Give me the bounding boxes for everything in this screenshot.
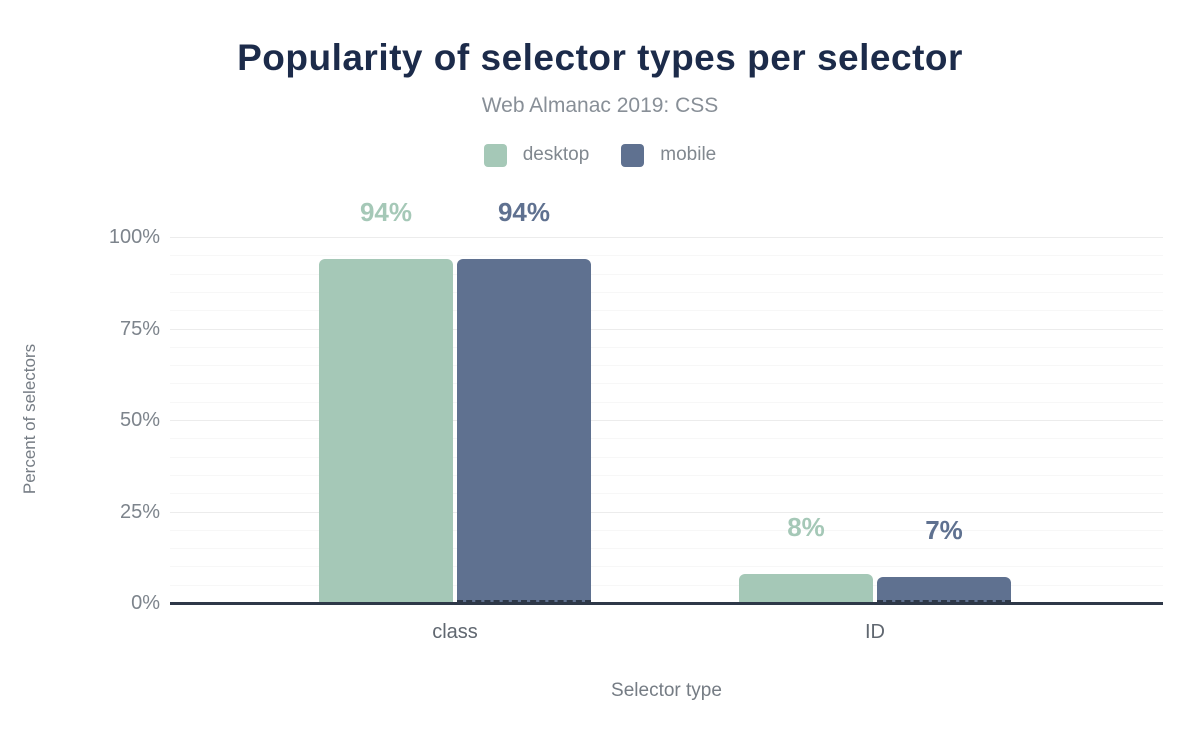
gridline-minor xyxy=(170,438,1163,440)
y-tick-label: 0% xyxy=(131,592,160,614)
legend-item-mobile[interactable]: mobile xyxy=(621,143,716,167)
legend-item-desktop[interactable]: desktop xyxy=(483,143,590,167)
gridline-minor xyxy=(170,474,1163,476)
gridline-minor xyxy=(170,548,1163,550)
legend: desktop mobile xyxy=(0,141,1200,169)
gridline-minor xyxy=(170,255,1163,257)
gridline-minor xyxy=(170,566,1163,568)
x-axis-line xyxy=(170,602,1163,605)
bar-value-label-mobile-class: 94% xyxy=(497,196,551,227)
legend-label: mobile xyxy=(660,144,717,165)
bar-mobile-ID[interactable] xyxy=(877,577,1011,603)
bar-desktop-ID[interactable] xyxy=(739,573,873,603)
y-tick-label: 100% xyxy=(108,226,160,248)
legend-swatch-mobile xyxy=(621,143,645,167)
gridline-minor xyxy=(170,529,1163,531)
bar-value-label-mobile-ID: 7% xyxy=(925,515,963,546)
y-axis-title: Percent of selectors xyxy=(20,343,39,495)
gridline-minor xyxy=(170,273,1163,275)
gridline-major xyxy=(170,237,1163,238)
gridline-minor xyxy=(170,383,1163,385)
bar-mobile-class[interactable] xyxy=(457,258,591,603)
gridline-minor xyxy=(170,456,1163,458)
bar-value-label-desktop-ID: 8% xyxy=(787,511,825,542)
gridline-major xyxy=(170,511,1163,513)
y-tick-label: 25% xyxy=(119,500,160,523)
gridline-minor xyxy=(170,584,1163,586)
legend-label: desktop xyxy=(522,144,590,165)
bar-desktop-class[interactable] xyxy=(319,258,453,603)
chart-title: Popularity of selector types per selecto… xyxy=(237,37,963,78)
y-tick-label: 75% xyxy=(119,317,160,340)
x-axis-title: Selector type xyxy=(611,680,722,701)
gridline-major xyxy=(170,328,1163,330)
gridline-minor xyxy=(170,365,1163,367)
plot-area: 94% 8% 94% 7% xyxy=(170,199,1163,603)
legend-swatch-desktop xyxy=(483,143,507,167)
chart-subtitle: Web Almanac 2019: CSS xyxy=(481,94,719,117)
gridline-minor xyxy=(170,493,1163,495)
gridline-minor xyxy=(170,346,1163,348)
bar-value-label-desktop-class: 94% xyxy=(359,196,413,227)
gridline-major xyxy=(170,420,1163,421)
x-tick-label-ID: ID xyxy=(865,621,885,643)
x-tick-label-class: class xyxy=(432,621,478,643)
gridline-minor xyxy=(170,291,1163,293)
y-tick-label: 50% xyxy=(119,409,160,431)
gridline-minor xyxy=(170,310,1163,312)
gridline-minor xyxy=(170,401,1163,403)
